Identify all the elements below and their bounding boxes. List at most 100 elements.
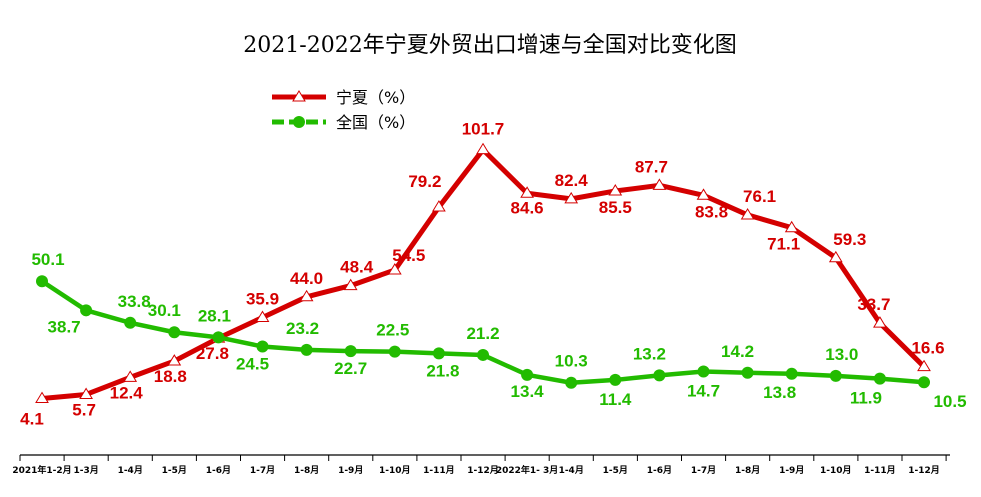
x-tick-label: 2022年1- 3月 (496, 464, 558, 476)
data-label-national: 11.4 (599, 390, 632, 409)
data-point-ningxia (784, 220, 799, 233)
data-point-ningxia (79, 387, 93, 399)
data-label-national: 13.2 (633, 344, 666, 363)
data-label-ningxia: 59.3 (833, 230, 866, 249)
data-label-ningxia: 5.7 (72, 400, 96, 419)
series-layer (35, 142, 931, 404)
data-label-national: 13.0 (825, 345, 858, 364)
data-label-ningxia: 84.6 (511, 198, 544, 217)
data-label-ningxia: 27.8 (196, 344, 229, 363)
x-tick-label: 1-6月 (647, 465, 672, 476)
data-point-ningxia (520, 186, 534, 198)
data-label-national: 10.3 (555, 352, 588, 371)
x-tick-label: 1-7月 (691, 465, 716, 476)
x-tick-label: 1-4月 (118, 465, 143, 476)
chart-title: 2021-2022年宁夏外贸出口增速与全国对比变化图 (243, 33, 736, 58)
x-tick-label: 2021年1-2月 (12, 464, 71, 476)
data-label-national: 28.1 (198, 306, 231, 325)
data-point-national (344, 345, 357, 358)
x-tick-label: 1-3月 (73, 465, 98, 476)
data-label-ningxia: 48.4 (340, 258, 374, 277)
x-tick-label: 1-10月 (379, 465, 411, 476)
data-point-ningxia (564, 191, 579, 204)
legend-circle-icon (293, 116, 305, 128)
data-point-national (477, 348, 489, 361)
data-label-national: 21.2 (466, 324, 499, 343)
data-label-national: 13.4 (511, 382, 545, 401)
data-point-ningxia (652, 178, 667, 190)
data-point-ningxia (255, 310, 270, 322)
data-point-national (256, 340, 269, 353)
data-point-national (168, 326, 181, 339)
data-label-ningxia: 54.5 (392, 246, 425, 265)
legend: 宁夏（%） 全国（%） (272, 88, 415, 132)
x-tick-label: 1-12月 (908, 465, 940, 476)
data-point-ningxia (123, 370, 138, 382)
data-label-national: 23.2 (286, 319, 319, 338)
data-point-national (697, 365, 710, 378)
data-label-national: 22.7 (334, 359, 367, 378)
data-label-national: 50.1 (31, 250, 64, 269)
data-point-national (388, 345, 401, 358)
data-point-national (212, 331, 225, 344)
data-label-ningxia: 16.6 (911, 339, 944, 358)
data-point-national (741, 366, 754, 379)
data-point-national (918, 376, 930, 389)
data-point-ningxia (343, 278, 358, 291)
x-tick-label: 1-5月 (603, 465, 628, 476)
labels-layer: 4.1 5.7 12.4 18.8 27.8 35.9 44.0 48.4 54.5 79.2 10… (20, 120, 966, 429)
data-label-ningxia: 18.8 (154, 367, 187, 386)
legend-item-ningxia: 宁夏（%） (272, 88, 415, 107)
data-label-national: 22.5 (376, 321, 409, 340)
legend-label-ningxia: 宁夏（%） (336, 88, 415, 107)
data-label-national: 13.8 (763, 383, 796, 402)
x-tick-label: 1-11月 (423, 465, 455, 476)
data-label-ningxia: 71.1 (767, 235, 800, 254)
data-point-ningxia (696, 188, 711, 200)
x-tick-label: 1-4月 (559, 465, 584, 476)
data-label-national: 33.8 (118, 292, 151, 311)
data-point-ningxia (299, 289, 314, 302)
data-point-ningxia (917, 359, 931, 372)
data-label-ningxia: 101.7 (462, 120, 505, 139)
data-point-national (565, 376, 578, 389)
data-point-national (873, 372, 886, 385)
data-label-ningxia: 44.0 (290, 269, 323, 288)
data-point-ningxia (828, 250, 843, 263)
x-tick-label: 1-8月 (294, 465, 319, 476)
data-point-ningxia (873, 316, 887, 328)
data-label-national: 30.1 (148, 301, 181, 320)
x-tick-label: 1-8月 (735, 465, 760, 476)
data-label-national: 14.7 (687, 382, 720, 401)
x-tick-label: 1-12月 (467, 465, 499, 476)
data-point-national (124, 316, 137, 329)
data-point-ningxia (432, 200, 446, 212)
data-point-national (829, 369, 842, 382)
x-tick-label: 1-6月 (206, 465, 231, 476)
data-point-national (653, 369, 666, 382)
data-label-national: 38.7 (48, 317, 81, 336)
data-point-ningxia (35, 391, 49, 404)
x-tick-label: 1-9月 (779, 465, 804, 476)
x-axis: 2021年1-2月 1-3月 1-4月 1-5月 1-6月 1-7月 1-8月 1-9月 1-1… (12, 454, 950, 476)
data-point-ningxia (608, 184, 623, 196)
data-point-ningxia (167, 354, 182, 366)
data-point-national (300, 343, 313, 356)
data-point-national (36, 275, 48, 288)
legend-triangle-icon (292, 90, 306, 102)
data-label-national: 21.8 (426, 361, 459, 380)
data-point-national (432, 347, 445, 360)
x-tick-label: 1-5月 (162, 465, 187, 476)
data-point-ningxia (476, 142, 490, 155)
data-label-national: 11.9 (850, 389, 882, 408)
data-label-ningxia: 12.4 (110, 383, 144, 402)
legend-label-national: 全国（%） (336, 113, 415, 132)
data-label-national: 14.2 (721, 342, 754, 361)
data-label-ningxia: 83.8 (695, 202, 728, 221)
x-tick-label: 1-11月 (864, 465, 896, 476)
data-label-ningxia: 4.1 (20, 410, 44, 429)
data-point-national (785, 367, 798, 380)
data-label-ningxia: 35.9 (246, 289, 279, 308)
